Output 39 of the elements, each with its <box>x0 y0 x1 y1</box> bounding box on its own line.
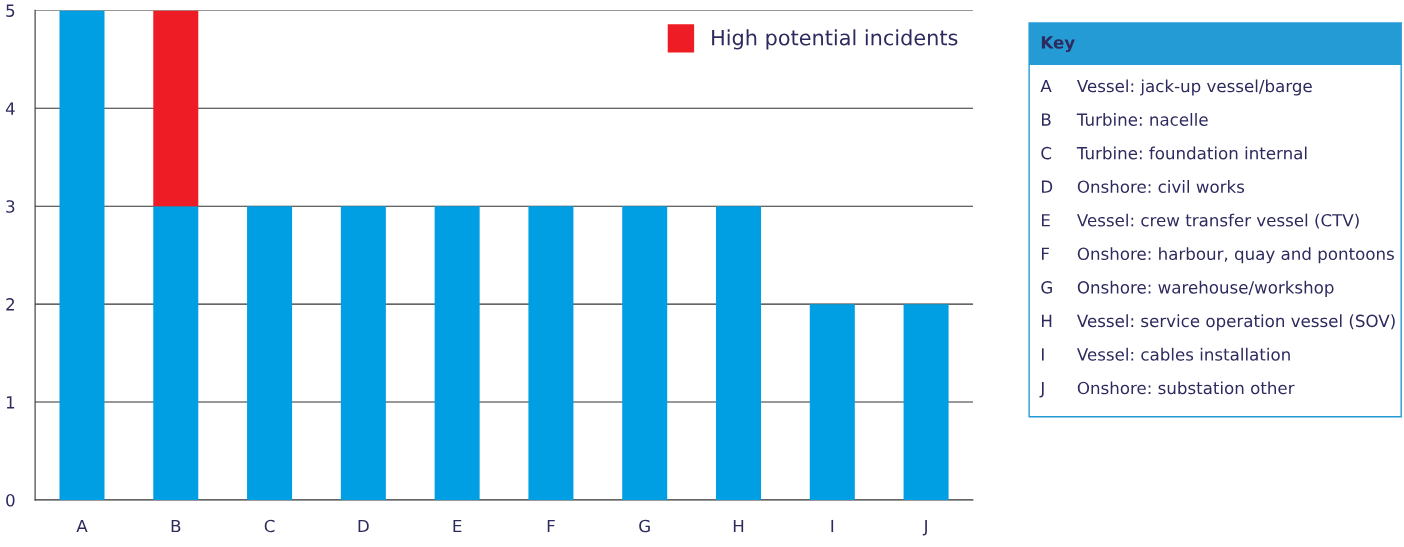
text: B Turbine: nacelle <box>1042 113 1208 126</box>
x-tick-label: E <box>453 519 462 533</box>
text: C Turbine: foundation internal <box>1041 146 1307 160</box>
y-tick-label: 4 <box>5 102 15 115</box>
bar <box>247 206 293 500</box>
x-tick-label: C <box>264 519 275 533</box>
text: D Onshore: civil works <box>1042 180 1245 193</box>
bar <box>903 304 949 500</box>
bar <box>340 206 386 500</box>
bar <box>153 10 199 207</box>
bar <box>716 206 762 500</box>
text: H Vessel: service operation vessel (SOV) <box>1042 314 1395 331</box>
x-tick-label: J <box>922 519 927 536</box>
y-tick-label: 5 <box>6 4 15 17</box>
x-tick-label: F <box>547 519 555 533</box>
x-tick-label: H <box>733 519 744 533</box>
x-tick-label: G <box>639 519 650 533</box>
y-tick-label: 2 <box>6 298 14 311</box>
text: A Vessel: jack-up vessel/barge <box>1040 79 1312 96</box>
text: I Vessel: cables installation <box>1042 347 1290 361</box>
bar <box>434 206 480 500</box>
x-tick-label: I <box>831 519 834 533</box>
text: E Vessel: crew transfer vessel (CTV) <box>1042 213 1359 229</box>
bar <box>809 304 855 500</box>
bar <box>153 206 199 500</box>
legend-label: High potential incidents <box>712 29 958 50</box>
text: J Onshore: substation other <box>1039 381 1295 398</box>
y-tick-label: 0 <box>6 493 15 507</box>
x-tick-label: B <box>171 519 181 533</box>
y-tick-label: 1 <box>6 396 15 409</box>
bar <box>59 10 105 500</box>
bar <box>528 206 574 500</box>
y-tick-label: 3 <box>6 200 15 213</box>
text: F Onshore: harbour, quay and pontoons <box>1042 247 1394 264</box>
x-tick-label: D <box>358 519 369 533</box>
text: G Onshore: warehouse/workshop <box>1041 280 1334 297</box>
bar <box>622 206 668 500</box>
x-tick-label: A <box>76 519 88 533</box>
text: Key <box>1041 36 1075 53</box>
